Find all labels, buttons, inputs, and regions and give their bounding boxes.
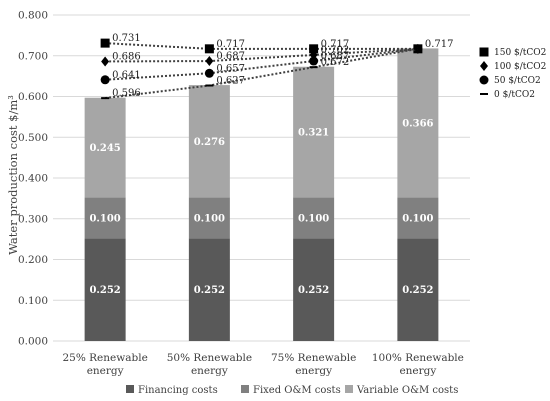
point-label: 0.687 <box>321 51 350 62</box>
point-label: 0.596 <box>112 88 141 99</box>
bar-segment <box>188 238 230 341</box>
legend-label: 150 $/tCO2 <box>494 48 546 58</box>
point-label: 0.731 <box>112 33 141 44</box>
data-label: 0.245 <box>89 143 120 154</box>
legend-label: Variable O&M costs <box>356 385 458 396</box>
legend-item: 100 $/tCO2 <box>480 61 546 72</box>
bar-segment <box>293 238 335 341</box>
point-label: 0.717 <box>216 39 245 50</box>
point-label: 0.641 <box>112 70 141 81</box>
marker-circle <box>100 75 110 85</box>
bar-segment <box>188 197 230 239</box>
data-label: 0.100 <box>402 213 433 224</box>
bar-segment <box>293 66 335 198</box>
x-tick-line: 25% Renewable <box>62 352 147 364</box>
bar-segment <box>188 85 230 198</box>
series-line <box>105 47 418 63</box>
data-label: 0.321 <box>298 128 329 139</box>
marker-diamond <box>205 56 214 67</box>
bar-segment <box>397 238 439 341</box>
legend-item: Financing costs <box>126 385 218 396</box>
data-label: 0.366 <box>402 118 433 129</box>
marker-square <box>309 44 319 54</box>
y-tick-label: 0.500 <box>18 132 48 144</box>
x-tick-line: energy <box>87 365 124 377</box>
x-tick-line: 75% Renewable <box>271 352 356 364</box>
bars: 0.252 0.100 0.245 0.252 0.100 0.276 0.252 0.100… <box>84 48 439 341</box>
point-label: 0.717 <box>425 39 454 50</box>
marker-circle <box>204 68 214 78</box>
legend-label: 100 $/tCO2 <box>494 62 546 72</box>
data-label: 0.252 <box>89 285 120 296</box>
marker-diamond <box>101 56 110 67</box>
point-label: 0.672 <box>321 57 350 68</box>
point-label: 0.687 <box>216 51 245 62</box>
legend-item: 50 $/tCO2 <box>479 75 541 86</box>
data-label: 0.100 <box>298 213 329 224</box>
x-tick-line: 100% Renewable <box>372 352 464 364</box>
y-tick-label: 0.200 <box>18 254 48 266</box>
legend-label: Fixed O&M costs <box>253 385 341 396</box>
data-label: 0.100 <box>194 213 225 224</box>
point-label: 0.717 <box>321 39 350 50</box>
marker-circle <box>309 56 319 66</box>
legend-item: 0 $/tCO2 <box>480 90 535 100</box>
point-label: 0.686 <box>112 51 141 62</box>
y-axis-ticks: 0.000 0.100 0.200 0.300 0.400 0.500 0.600 0.700… <box>18 10 48 348</box>
marker-square <box>479 47 489 57</box>
legend-swatch <box>345 385 353 393</box>
legend-label: Financing costs <box>138 385 218 396</box>
y-tick-label: 0.300 <box>18 213 48 225</box>
x-tick-line: energy <box>399 365 436 377</box>
marker-square <box>100 38 110 48</box>
data-label: 0.252 <box>298 285 329 296</box>
point-label: 0.627 <box>216 75 245 86</box>
legend-item: Variable O&M costs <box>345 385 458 396</box>
data-label: 0.252 <box>402 285 433 296</box>
x-tick-label: 75% Renewable energy <box>271 352 356 377</box>
x-tick-line: energy <box>191 365 228 377</box>
legend-swatch <box>241 385 249 393</box>
bar-segment <box>84 197 126 239</box>
marker-square <box>204 44 214 54</box>
bar-segment <box>397 197 439 239</box>
bar-segment <box>293 197 335 239</box>
bar-segment <box>84 97 126 198</box>
y-tick-label: 0.700 <box>18 50 48 62</box>
legend-item: 150 $/tCO2 <box>479 47 546 58</box>
legend-item: Fixed O&M costs <box>241 385 341 396</box>
marker-circle <box>479 75 489 85</box>
y-tick-label: 0.100 <box>18 295 48 307</box>
legend-bars: Financing costs Fixed O&M costs Variable O… <box>126 385 458 396</box>
series-line <box>105 47 419 100</box>
series-line <box>105 47 418 81</box>
marker-diamond <box>480 61 488 71</box>
x-tick-label: 25% Renewable energy <box>62 352 147 377</box>
x-tick-line: energy <box>295 365 332 377</box>
y-axis-label: Water production cost $/m³ <box>6 95 20 255</box>
legend-swatch <box>126 385 134 393</box>
data-label: 0.276 <box>194 137 225 148</box>
x-tick-label: 50% Renewable energy <box>167 352 252 377</box>
point-label: 0.657 <box>216 63 245 74</box>
legend-label: 0 $/tCO2 <box>494 90 535 100</box>
y-tick-label: 0.600 <box>18 91 48 103</box>
point-label: 0.702 <box>321 45 350 56</box>
bar-segment <box>84 238 126 341</box>
y-tick-label: 0.000 <box>18 336 48 348</box>
x-tick-label: 100% Renewable energy <box>372 352 464 377</box>
data-label: 0.100 <box>89 213 120 224</box>
legend-label: 50 $/tCO2 <box>494 76 541 86</box>
y-tick-label: 0.400 <box>18 173 48 185</box>
bar-segment <box>397 48 439 198</box>
y-tick-label: 0.800 <box>18 10 48 22</box>
series-line <box>105 42 418 50</box>
legend-lines: 150 $/tCO2 100 $/tCO2 50 $/tCO2 0 $/tCO2 <box>479 47 546 100</box>
x-tick-line: 50% Renewable <box>167 352 252 364</box>
data-label: 0.252 <box>194 285 225 296</box>
